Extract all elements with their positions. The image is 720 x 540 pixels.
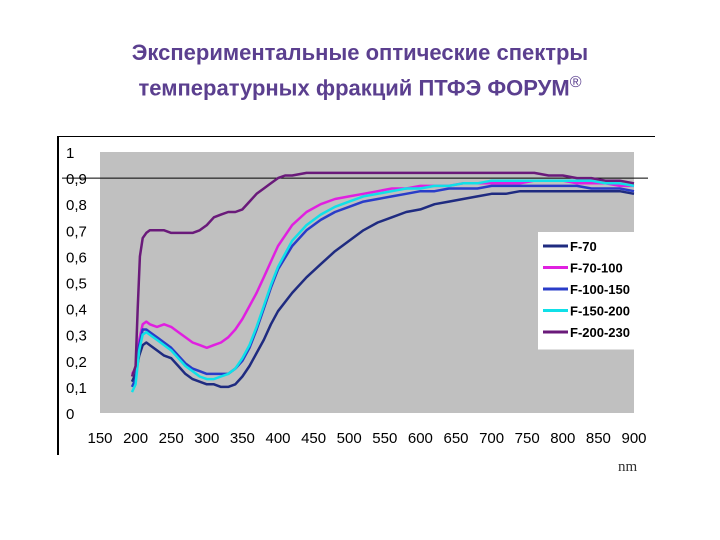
y-tick-label: 0 bbox=[66, 406, 74, 423]
series-line-2 bbox=[130, 179, 634, 375]
series-lines bbox=[130, 171, 635, 393]
x-tick-label: 400 bbox=[265, 430, 290, 447]
x-axis-ticks: 150 200 250 300 350 400 450 500 550 600 650 700 750 8… bbox=[87, 430, 646, 447]
y-tick-label: 0,4 bbox=[66, 302, 87, 319]
registered-mark: ® bbox=[569, 74, 582, 91]
x-tick-label: 500 bbox=[337, 430, 362, 447]
title-line-2: температурных фракций ПТФЭ ФОРУМ bbox=[138, 75, 570, 101]
x-tick-label: 850 bbox=[586, 430, 611, 447]
y-axis-ticks: 0 0,1 0,2 0,3 0,4 0,5 0,6 0,7 0,8 0,9 1 bbox=[66, 145, 87, 423]
y-tick-label: 0,5 bbox=[66, 276, 87, 293]
series-line-3 bbox=[130, 184, 635, 388]
legend-label: F-200-230 bbox=[570, 325, 630, 340]
x-tick-label: 450 bbox=[301, 430, 326, 447]
x-tick-label: 700 bbox=[479, 430, 504, 447]
y-tick-label: 0,2 bbox=[66, 354, 87, 371]
x-tick-label: 200 bbox=[123, 430, 148, 447]
x-tick-label: 250 bbox=[159, 430, 184, 447]
y-tick-label: 0,6 bbox=[66, 249, 87, 266]
y-tick-label: 0,1 bbox=[66, 380, 87, 397]
x-tick-label: 600 bbox=[408, 430, 433, 447]
legend-label: F-100-150 bbox=[570, 282, 630, 297]
x-tick-label: 900 bbox=[621, 430, 646, 447]
series-line-5 bbox=[130, 171, 635, 377]
x-tick-label: 750 bbox=[515, 430, 540, 447]
slide-title: Экспериментальные оптические спектры тем… bbox=[0, 38, 720, 103]
y-tick-label: 0,8 bbox=[66, 197, 87, 214]
legend-label: F-70 bbox=[570, 239, 597, 254]
series-line-1 bbox=[130, 189, 635, 389]
legend-label: F-70-100 bbox=[570, 261, 623, 276]
y-tick-label: 0,9 bbox=[66, 171, 87, 188]
title-line-2-wrap: температурных фракций ПТФЭ ФОРУМ® bbox=[0, 68, 720, 103]
y-tick-label: 0,3 bbox=[66, 328, 87, 345]
x-tick-label: 300 bbox=[194, 430, 219, 447]
x-tick-label: 550 bbox=[372, 430, 397, 447]
legend-label: F-150-200 bbox=[570, 304, 630, 319]
x-tick-label: 350 bbox=[230, 430, 255, 447]
x-tick-label: 800 bbox=[550, 430, 575, 447]
x-tick-label: 150 bbox=[87, 430, 112, 447]
x-unit-label: nm bbox=[618, 459, 638, 475]
legend: F-70 F-70-100 F-100-150 F-150-200 F-200-230 bbox=[538, 232, 634, 350]
legend-box bbox=[538, 232, 634, 350]
x-tick-label: 650 bbox=[443, 430, 468, 447]
title-line-1: Экспериментальные оптические спектры bbox=[131, 40, 589, 65]
y-tick-label: 1 bbox=[66, 145, 74, 162]
series-line-4 bbox=[130, 179, 635, 393]
y-tick-label: 0,7 bbox=[66, 223, 87, 240]
